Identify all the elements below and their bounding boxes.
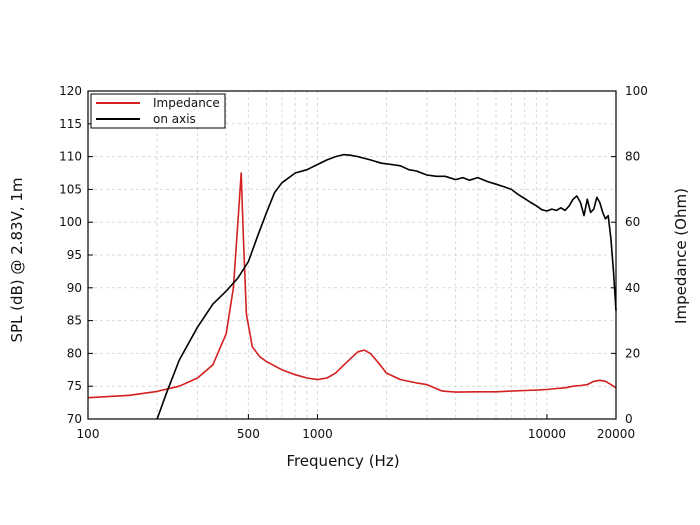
x-tick-label: 100 xyxy=(77,427,100,441)
right-axis-title: Impedance (Ohm) xyxy=(672,188,690,324)
x-axis: 100 500 1000 10000 20000 xyxy=(77,414,635,441)
x-tick-label: 1000 xyxy=(302,427,333,441)
left-tick-label: 85 xyxy=(67,314,82,328)
right-axis: 0 20 40 60 80 100 xyxy=(611,84,648,426)
left-tick-label: 120 xyxy=(59,84,82,98)
left-tick-label: 75 xyxy=(67,379,82,393)
x-tick-label: 20000 xyxy=(597,427,635,441)
series-line-on-axis xyxy=(156,153,617,420)
left-tick-label: 115 xyxy=(59,117,82,131)
series-line-impedance xyxy=(87,172,617,399)
x-tick-label: 10000 xyxy=(528,427,566,441)
plot-area xyxy=(87,153,617,420)
right-tick-label: 80 xyxy=(625,150,640,164)
left-axis-title: SPL (dB) @ 2.83V, 1m xyxy=(8,177,26,342)
x-tick-label: 500 xyxy=(237,427,260,441)
left-tick-label: 100 xyxy=(59,215,82,229)
right-tick-label: 0 xyxy=(625,412,633,426)
left-tick-label: 105 xyxy=(59,182,82,196)
legend-label-impedance: Impedance xyxy=(153,96,220,110)
legend-box xyxy=(90,93,226,129)
left-tick-label: 95 xyxy=(67,248,82,262)
x-axis-title: Frequency (Hz) xyxy=(286,452,399,470)
left-tick-label: 110 xyxy=(59,150,82,164)
right-tick-label: 40 xyxy=(625,281,640,295)
right-tick-label: 100 xyxy=(625,84,648,98)
grid xyxy=(88,91,616,419)
left-axis: 70 75 80 85 90 95 100 105 110 115 120 xyxy=(59,84,93,426)
right-tick-label: 60 xyxy=(625,215,640,229)
legend: Impedance on axis xyxy=(90,93,226,129)
left-tick-label: 90 xyxy=(67,281,82,295)
legend-label-on-axis: on axis xyxy=(153,112,196,126)
right-tick-label: 20 xyxy=(625,346,640,360)
left-tick-label: 70 xyxy=(67,412,82,426)
left-tick-label: 80 xyxy=(67,346,82,360)
